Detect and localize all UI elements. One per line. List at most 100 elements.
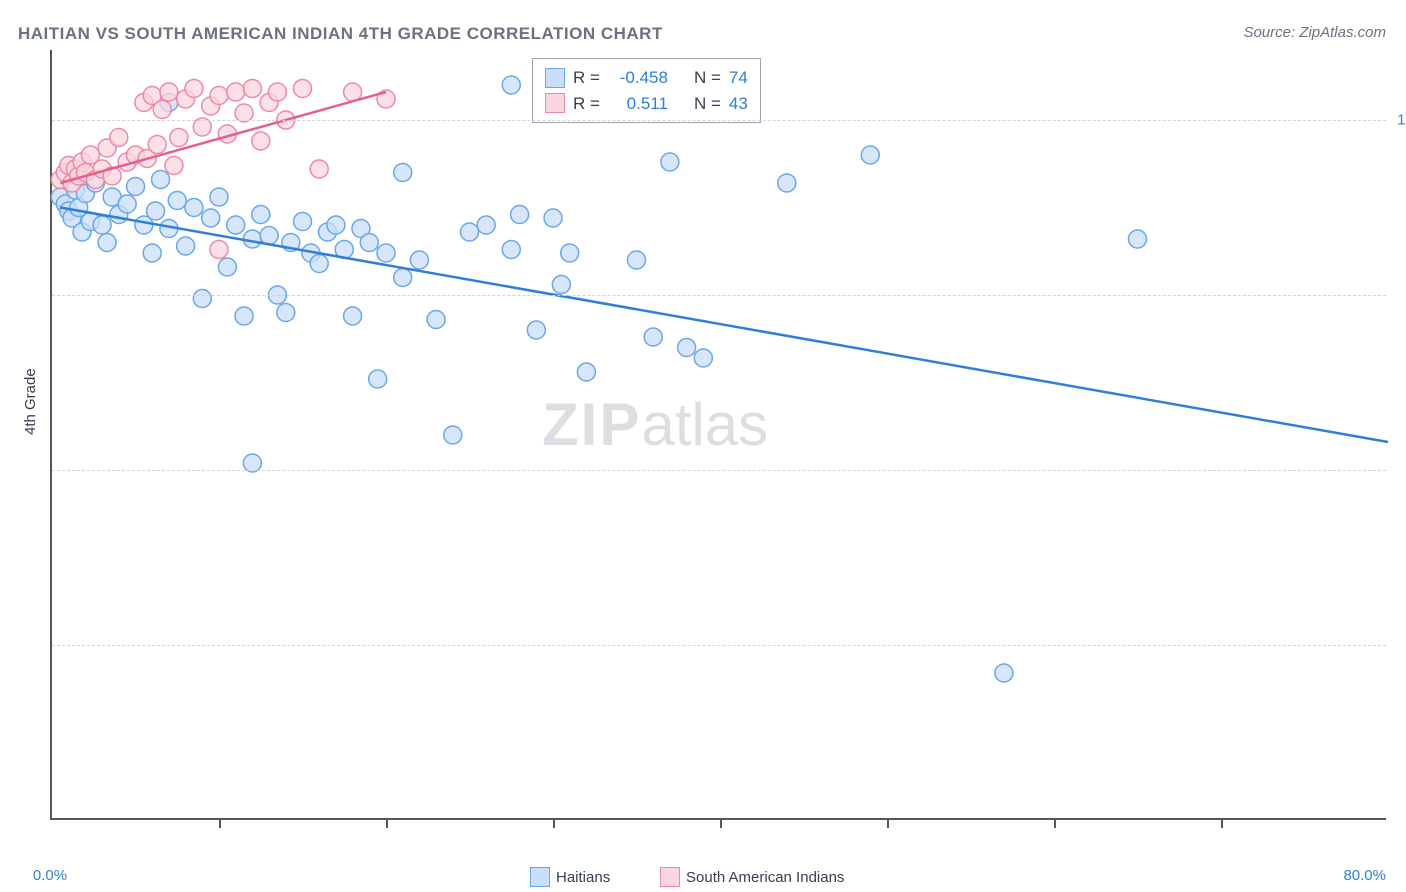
data-point — [268, 83, 286, 101]
gridline — [52, 120, 1386, 121]
xtick — [1221, 818, 1223, 828]
data-point — [210, 241, 228, 259]
data-point — [527, 321, 545, 339]
r-value: 0.511 — [608, 91, 668, 117]
stats-row: R = 0.511 N = 43 — [545, 91, 748, 117]
data-point — [235, 307, 253, 325]
data-point — [218, 258, 236, 276]
n-value: 43 — [729, 91, 748, 117]
data-point — [227, 83, 245, 101]
legend-haitians: Haitians — [530, 867, 610, 887]
data-point — [110, 129, 128, 147]
data-point — [168, 192, 186, 210]
data-point — [252, 206, 270, 224]
stats-swatch — [545, 68, 565, 88]
data-point — [377, 244, 395, 262]
n-label: N = — [694, 65, 721, 91]
data-point — [310, 255, 328, 273]
data-point — [93, 216, 111, 234]
xtick — [887, 818, 889, 828]
data-point — [577, 363, 595, 381]
data-point — [369, 370, 387, 388]
xtick — [553, 818, 555, 828]
data-point — [511, 206, 529, 224]
data-point — [185, 80, 203, 98]
ytick-label: 90.0% — [1393, 462, 1406, 479]
data-point — [165, 157, 183, 175]
gridline — [52, 470, 1386, 471]
xtick — [720, 818, 722, 828]
stats-swatch — [545, 93, 565, 113]
n-value: 74 — [729, 65, 748, 91]
data-point — [778, 174, 796, 192]
ytick-label: 95.0% — [1393, 287, 1406, 304]
data-point — [327, 216, 345, 234]
chart-title: HAITIAN VS SOUTH AMERICAN INDIAN 4TH GRA… — [18, 24, 663, 44]
data-point — [444, 426, 462, 444]
data-point — [160, 83, 178, 101]
data-point — [177, 237, 195, 255]
data-point — [243, 80, 261, 98]
gridline — [52, 645, 1386, 646]
data-point — [995, 664, 1013, 682]
data-point — [227, 216, 245, 234]
data-point — [394, 269, 412, 287]
data-point — [310, 160, 328, 178]
data-point — [502, 76, 520, 94]
data-point — [210, 87, 228, 105]
data-point — [294, 80, 312, 98]
xtick — [219, 818, 221, 828]
data-point — [678, 339, 696, 357]
legend-label-sai: South American Indians — [686, 869, 844, 886]
plot-area: ZIPatlas R =-0.458N =74R =0.511N =43 85.… — [50, 50, 1386, 820]
data-point — [394, 164, 412, 182]
data-point — [661, 153, 679, 171]
r-label: R = — [573, 65, 600, 91]
data-point — [243, 230, 261, 248]
data-point — [147, 202, 165, 220]
data-point — [561, 244, 579, 262]
swatch-haitians — [530, 867, 550, 887]
stats-box: R =-0.458N =74R =0.511N =43 — [532, 58, 761, 123]
data-point — [644, 328, 662, 346]
source-label: Source: ZipAtlas.com — [1243, 24, 1386, 41]
data-point — [170, 129, 188, 147]
data-point — [461, 223, 479, 241]
data-point — [202, 209, 220, 227]
data-point — [260, 227, 278, 245]
data-point — [628, 251, 646, 269]
data-point — [277, 304, 295, 322]
data-point — [148, 136, 166, 154]
data-point — [185, 199, 203, 217]
data-point — [410, 251, 428, 269]
data-point — [427, 311, 445, 329]
r-label: R = — [573, 91, 600, 117]
data-point — [210, 188, 228, 206]
xtick — [386, 818, 388, 828]
legend-sai: South American Indians — [660, 867, 844, 887]
legend-label-haitians: Haitians — [556, 869, 610, 886]
data-point — [694, 349, 712, 367]
trend-line — [60, 208, 1388, 443]
chart-container: HAITIAN VS SOUTH AMERICAN INDIAN 4TH GRA… — [0, 0, 1406, 892]
xtick — [1054, 818, 1056, 828]
data-point — [344, 307, 362, 325]
swatch-sai — [660, 867, 680, 887]
n-label: N = — [694, 91, 721, 117]
x-max-label: 80.0% — [1343, 867, 1386, 884]
data-point — [544, 209, 562, 227]
data-point — [502, 241, 520, 259]
data-point — [1129, 230, 1147, 248]
gridline — [52, 295, 1386, 296]
data-point — [552, 276, 570, 294]
data-point — [152, 171, 170, 189]
data-point — [360, 234, 378, 252]
data-point — [143, 244, 161, 262]
data-point — [98, 234, 116, 252]
ytick-label: 100.0% — [1393, 112, 1406, 129]
y-axis-label: 4th Grade — [22, 368, 39, 435]
data-point — [477, 216, 495, 234]
ytick-label: 85.0% — [1393, 637, 1406, 654]
data-point — [127, 178, 145, 196]
stats-row: R =-0.458N =74 — [545, 65, 748, 91]
